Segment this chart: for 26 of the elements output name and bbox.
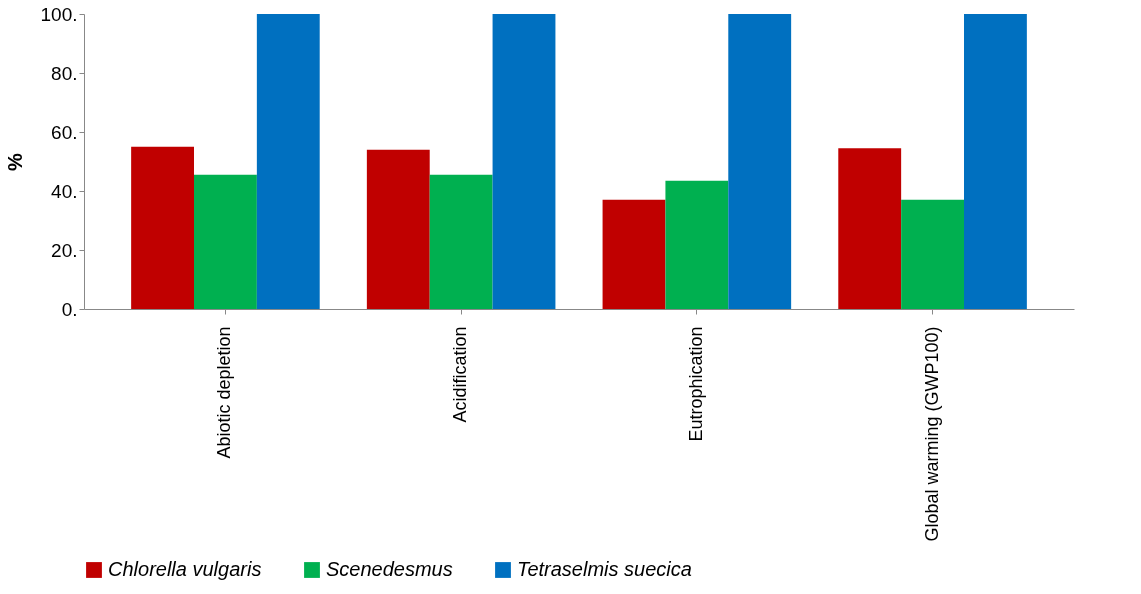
y-tick-label: 0. xyxy=(61,298,78,320)
x-tick-label: Eutrophication xyxy=(685,326,706,442)
x-tick-label: Abiotic depletion xyxy=(214,326,235,459)
bar xyxy=(256,14,320,309)
y-tick-label: 40. xyxy=(51,180,78,202)
y-axis-title: % xyxy=(3,152,26,171)
x-tick-label: Global warming (GWP100) xyxy=(921,326,942,542)
y-tick-label: 100. xyxy=(40,3,78,25)
bar xyxy=(429,174,493,309)
legend-label: Tetraselmis suecica xyxy=(517,558,692,580)
bar xyxy=(665,180,729,309)
bar xyxy=(194,174,257,309)
bar xyxy=(602,199,666,309)
bar xyxy=(964,14,1027,309)
bar xyxy=(901,199,964,309)
y-tick-label: 80. xyxy=(51,62,78,84)
bar xyxy=(838,148,902,309)
legend-label: Scenedesmus xyxy=(326,558,453,580)
bar xyxy=(728,14,792,309)
bar xyxy=(131,146,194,309)
bar xyxy=(492,14,556,309)
y-tick-label: 60. xyxy=(51,121,78,143)
y-tick-label: 20. xyxy=(51,239,78,261)
legend-label: Chlorella vulgaris xyxy=(108,558,262,580)
x-tick-label: Acidification xyxy=(450,326,471,423)
bar xyxy=(366,149,430,309)
